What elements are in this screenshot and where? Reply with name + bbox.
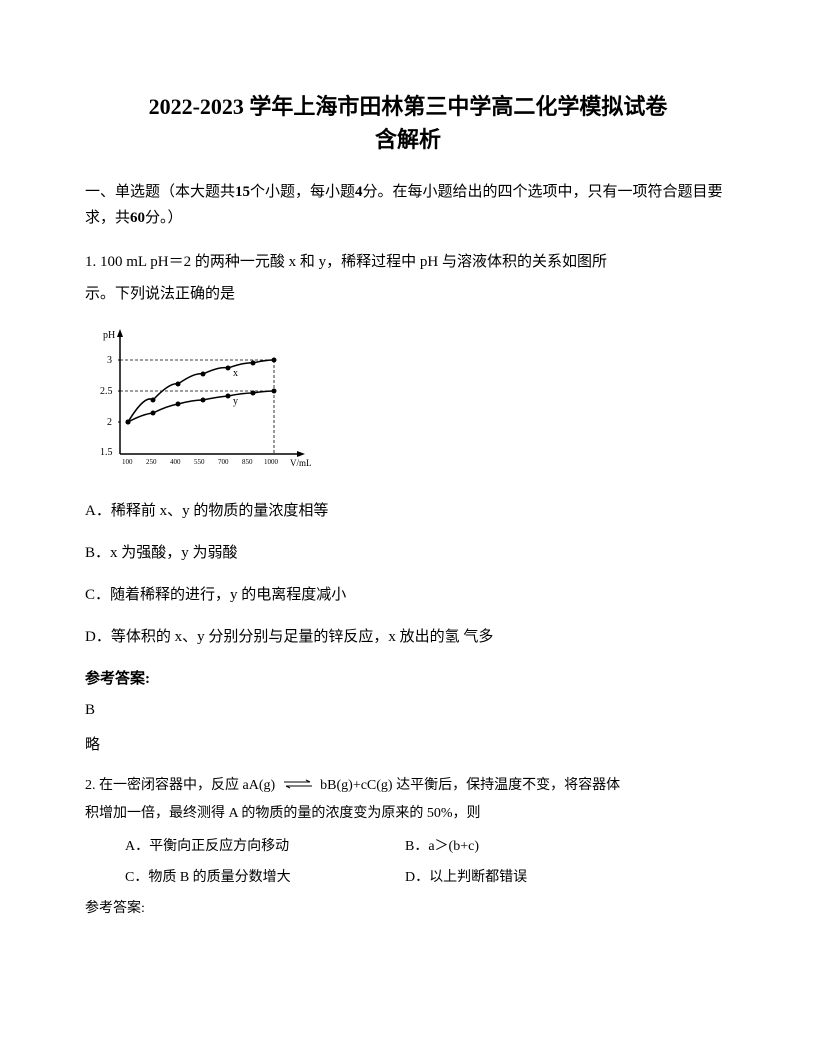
q2-option-c: C．物质 B 的质量分数增大 [125,865,405,892]
q1-option-a: A．稀释前 x、y 的物质的量浓度相等 [85,499,731,523]
q2-option-d: D．以上判断都错误 [405,865,731,892]
svg-text:3: 3 [107,355,112,366]
title-line-1: 2022-2023 学年上海市田林第三中学高二化学模拟试卷 [149,94,668,119]
y-axis-label: pH [103,330,115,341]
series-y-line [128,391,274,422]
q2-answer-label: 参考答案: [85,895,731,923]
svg-text:550: 550 [194,458,205,466]
q1-option-d: D．等体积的 x、y 分别分别与足量的锌反应，x 放出的氢 气多 [85,625,731,649]
q2-options: A．平衡向正反应方向移动 B．a＞(b+c) C．物质 B 的质量分数增大 D．… [85,834,731,891]
section-header: 一、单选题（本大题共15个小题，每小题4分。在每小题给出的四个选项中，只有一项符… [85,180,731,231]
series-x-label: x [233,368,238,379]
series-y-label: y [233,396,238,407]
svg-text:1000: 1000 [264,458,279,466]
q2-option-a: A．平衡向正反应方向移动 [125,834,405,861]
q1-answer-label: 参考答案: [85,667,731,688]
q1-option-c: C．随着稀释的进行，y 的电离程度减小 [85,583,731,607]
title-line-2: 含解析 [375,127,441,152]
equilibrium-arrow-icon [282,772,314,800]
q1-note: 略 [85,733,731,754]
exam-title: 2022-2023 学年上海市田林第三中学高二化学模拟试卷 含解析 [85,90,731,156]
q2-text: 2. 在一密闭容器中，反应 aA(g) bB(g)+cC(g) 达平衡后，保持温… [85,772,731,828]
q1-answer: B [85,702,731,719]
chart-svg: pH V/mL 3 2.5 2 1.5 100 250 400 550 700 … [85,324,315,479]
q1-text: 1. 100 mL pH＝2 的两种一元酸 x 和 y，稀释过程中 pH 与溶液… [85,247,731,310]
svg-text:250: 250 [146,458,157,466]
ph-dilution-chart: pH V/mL 3 2.5 2 1.5 100 250 400 550 700 … [85,324,315,479]
q1-option-b: B．x 为强酸，y 为弱酸 [85,541,731,565]
svg-text:2.5: 2.5 [100,386,113,397]
svg-text:700: 700 [218,458,229,466]
svg-text:400: 400 [170,458,181,466]
svg-text:1.5: 1.5 [100,447,113,458]
svg-text:850: 850 [242,458,253,466]
svg-text:2: 2 [107,417,112,428]
x-axis-label: V/mL [290,458,312,468]
q2-option-b: B．a＞(b+c) [405,834,731,861]
svg-text:100: 100 [122,458,133,466]
